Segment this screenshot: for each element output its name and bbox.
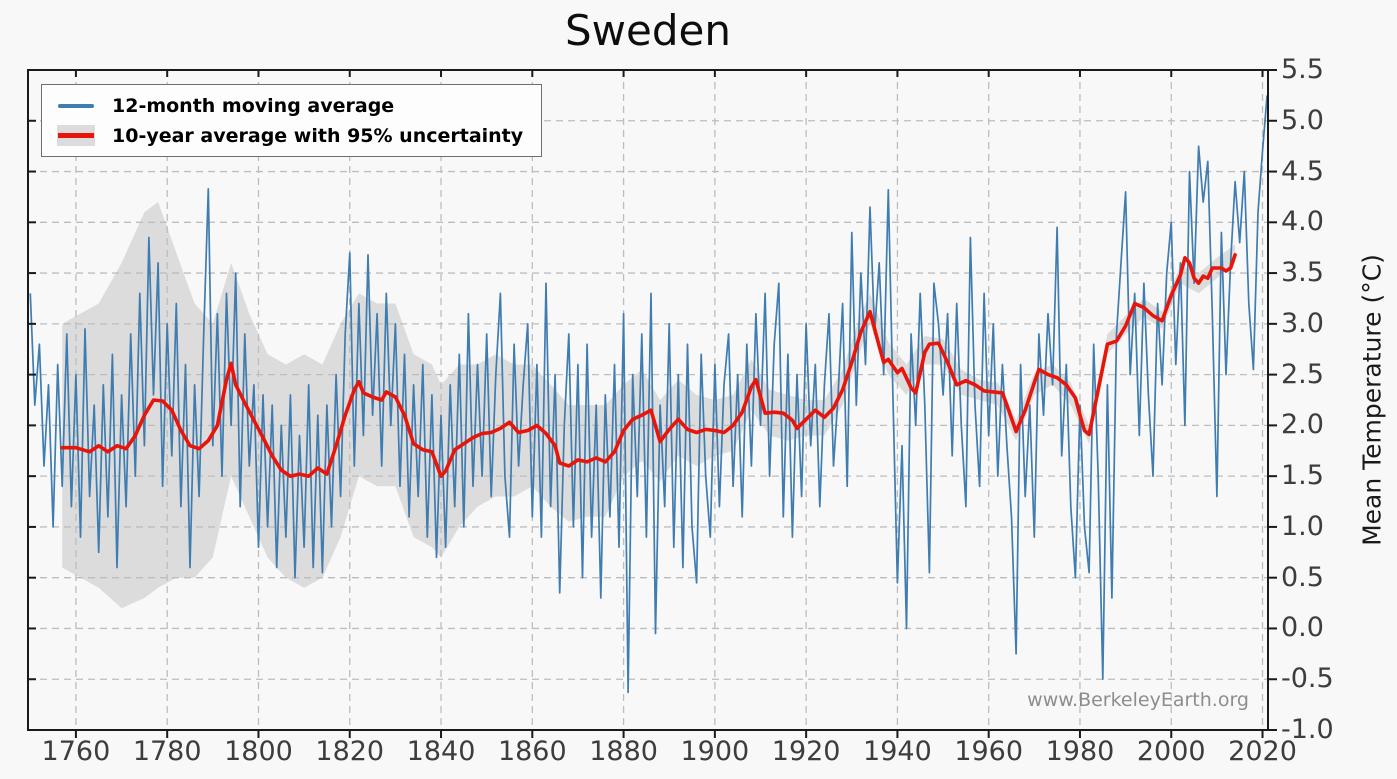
y-tick-label: 5.5: [1281, 54, 1324, 85]
x-tick-label: 1820: [315, 736, 385, 767]
y-tick-label: 4.5: [1281, 155, 1324, 187]
x-tick-label: 1800: [224, 736, 293, 767]
y-tick-label: -0.5: [1281, 663, 1334, 695]
x-tick-label: 2020: [1228, 736, 1297, 767]
uncertainty-band-icon: [57, 125, 95, 146]
y-tick-label: 0.5: [1281, 561, 1324, 593]
x-tick-label: 1860: [497, 736, 567, 767]
x-tick-label: 2000: [1136, 736, 1206, 767]
red-line-icon: [58, 133, 94, 138]
y-tick-label: 1.5: [1281, 460, 1324, 492]
x-tick-label: 1760: [41, 736, 111, 767]
legend-item-ten-year-average: 10-year average with 95% uncertainty: [53, 122, 523, 149]
red-band-swatch: [53, 125, 99, 146]
y-tick-label: 0.0: [1281, 612, 1324, 644]
legend-item-moving-average: 12-month moving average: [53, 92, 523, 119]
legend-label: 12-month moving average: [112, 94, 395, 117]
legend: 12-month moving average 10-year average …: [41, 84, 543, 157]
blue-moving-average-line: [29, 95, 1268, 694]
y-tick-label: 3.5: [1281, 257, 1324, 289]
blue-line-icon: [58, 103, 94, 108]
x-tick-label: 1780: [132, 736, 202, 767]
y-tick-label: 5.0: [1281, 104, 1324, 136]
y-tick-label: -1.0: [1281, 714, 1334, 745]
x-tick-label: 1960: [954, 736, 1024, 767]
page-title: Sweden: [565, 6, 731, 55]
blue-line-swatch: [53, 103, 99, 108]
x-tick-label: 1980: [1045, 736, 1115, 767]
watermark-text: www.BerkeleyEarth.org: [1027, 689, 1249, 711]
plot-frame: [27, 69, 1269, 731]
chart-svg: [27, 69, 1277, 738]
x-tick-label: 1920: [771, 736, 841, 767]
y-tick-label: 1.0: [1281, 510, 1324, 542]
x-tick-label: 1840: [406, 736, 476, 767]
x-tick-label: 1880: [589, 736, 658, 767]
y-tick-label: 4.0: [1281, 206, 1324, 238]
legend-label: 10-year average with 95% uncertainty: [112, 124, 524, 147]
red-ten-year-average-line: [60, 253, 1237, 478]
y-axis-title: Mean Temperature (°C): [1357, 254, 1387, 546]
x-tick-label: 1900: [680, 736, 750, 767]
y-tick-label: 2.0: [1281, 409, 1324, 441]
x-tick-label: 1940: [863, 736, 932, 767]
y-tick-label: 2.5: [1281, 358, 1324, 390]
y-tick-label: 3.0: [1281, 307, 1324, 339]
